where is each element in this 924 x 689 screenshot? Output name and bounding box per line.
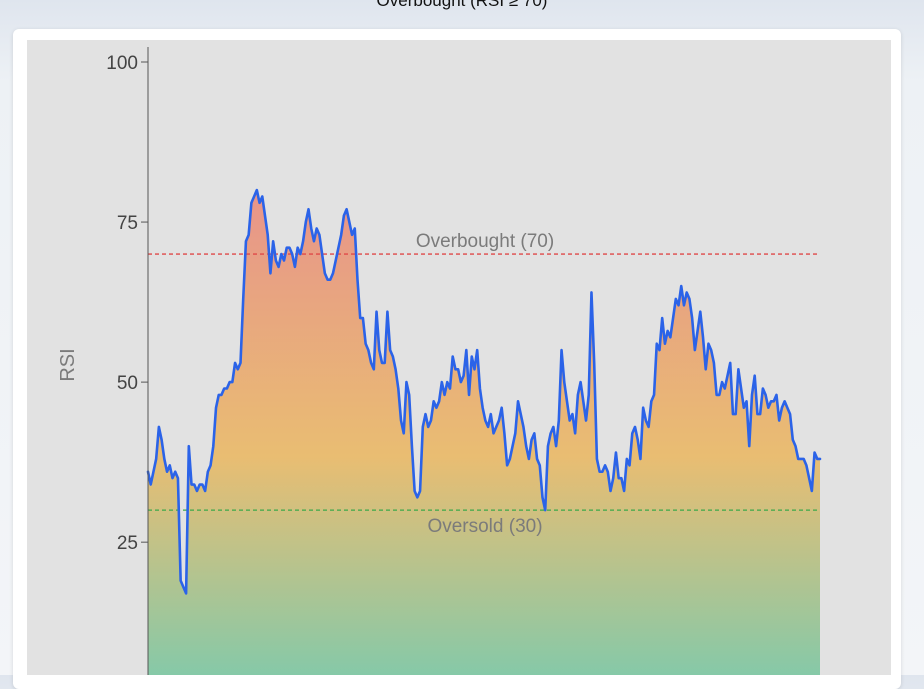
line-layer [146, 188, 822, 595]
y-tick-label: 100 [106, 53, 138, 74]
reference-lines: Overbought (70) Oversold (30) [148, 231, 820, 537]
chart-caption: Overbought (RSI ≥ 70) [376, 0, 548, 10]
y-tick-label: 50 [117, 373, 138, 394]
overbought-label: Overbought (70) [416, 231, 554, 252]
y-tick-label: 75 [117, 213, 138, 234]
oversold-label: Oversold (30) [427, 516, 542, 537]
y-tick-label: 25 [117, 533, 138, 554]
rsi-area [148, 190, 820, 675]
area-layer [148, 190, 820, 675]
rsi-line [146, 188, 822, 595]
y-axis: 25 50 75 100 [106, 47, 149, 675]
y-axis-label: RSI [57, 348, 79, 381]
rsi-chart: Overbought (70) Oversold (30) 25 50 75 100 R… [27, 40, 891, 675]
